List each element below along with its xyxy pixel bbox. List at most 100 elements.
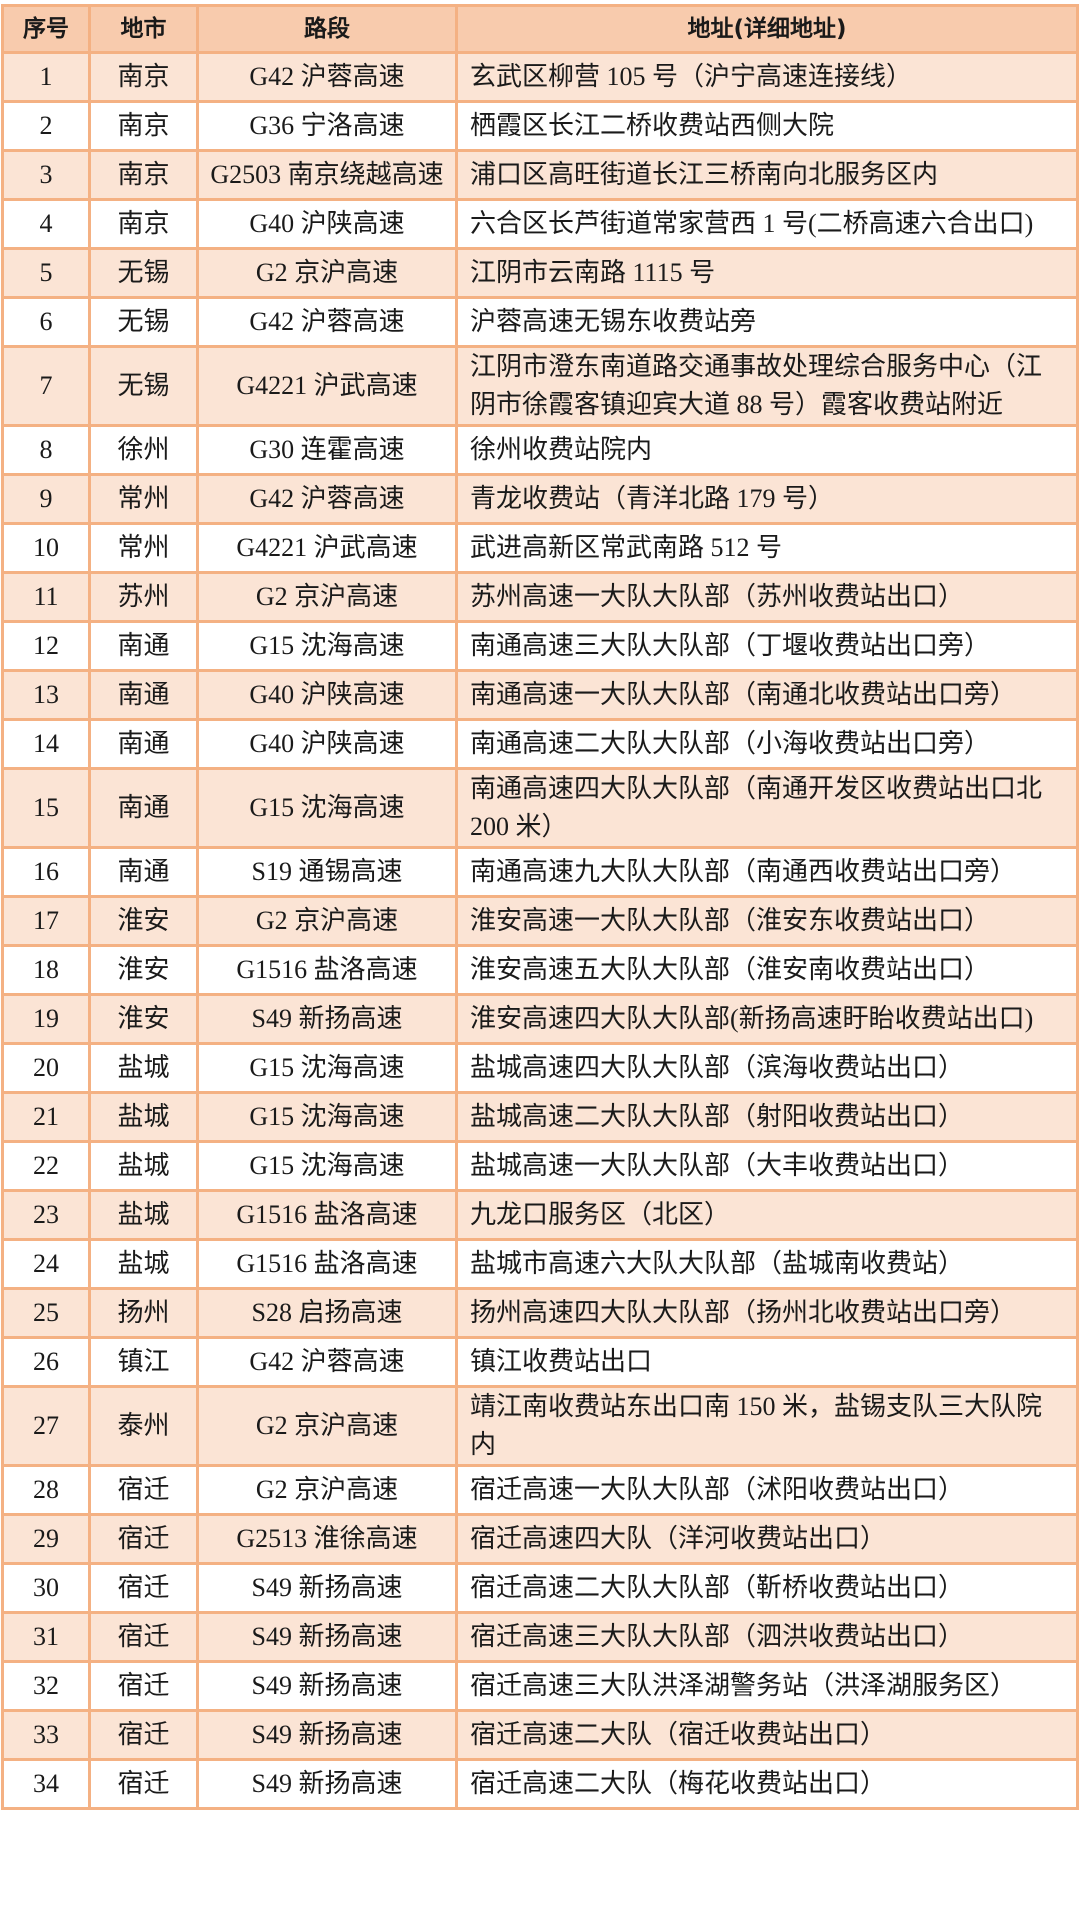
- cell-city: 宿迁: [88, 1758, 199, 1810]
- table-row: 25 扬州 S28 启扬高速 扬州高速四大队大队部（扬州北收费站出口旁）: [1, 1287, 1079, 1339]
- cell-address: 宿迁高速一大队大队部（沭阳收费站出口）: [455, 1464, 1079, 1516]
- cell-road: G4221 沪武高速: [196, 345, 458, 427]
- cell-index: 24: [1, 1238, 91, 1290]
- header-city: 地市: [88, 4, 199, 54]
- header-address: 地址(详细地址): [455, 4, 1079, 54]
- cell-city: 淮安: [88, 895, 199, 947]
- cell-index: 29: [1, 1513, 91, 1565]
- cell-address: 扬州高速四大队大队部（扬州北收费站出口旁）: [455, 1287, 1079, 1339]
- cell-road: G2 京沪高速: [196, 247, 458, 299]
- cell-road: G15 沈海高速: [196, 1140, 458, 1192]
- cell-index: 19: [1, 993, 91, 1045]
- cell-index: 7: [1, 345, 91, 427]
- cell-city: 无锡: [88, 247, 199, 299]
- cell-road: G1516 盐洛高速: [196, 1238, 458, 1290]
- cell-city: 盐城: [88, 1238, 199, 1290]
- cell-address: 苏州高速一大队大队部（苏州收费站出口）: [455, 571, 1079, 623]
- cell-road: S28 启扬高速: [196, 1287, 458, 1339]
- cell-city: 盐城: [88, 1042, 199, 1094]
- table-row: 24 盐城 G1516 盐洛高速 盐城市高速六大队大队部（盐城南收费站）: [1, 1238, 1079, 1290]
- table-row: 15 南通 G15 沈海高速 南通高速四大队大队部（南通开发区收费站出口北 200 米…: [1, 767, 1079, 849]
- cell-index: 2: [1, 100, 91, 152]
- cell-index: 33: [1, 1709, 91, 1761]
- cell-road: G4221 沪武高速: [196, 522, 458, 574]
- cell-address: 淮安高速四大队大队部(新扬高速盱眙收费站出口): [455, 993, 1079, 1045]
- cell-city: 淮安: [88, 993, 199, 1045]
- table-row: 17 淮安 G2 京沪高速 淮安高速一大队大队部（淮安东收费站出口）: [1, 895, 1079, 947]
- cell-road: G15 沈海高速: [196, 1042, 458, 1094]
- cell-road: G2 京沪高速: [196, 571, 458, 623]
- table-row: 8 徐州 G30 连霍高速 徐州收费站院内: [1, 424, 1079, 476]
- cell-city: 南通: [88, 620, 199, 672]
- table-row: 30 宿迁 S49 新扬高速 宿迁高速二大队大队部（靳桥收费站出口）: [1, 1562, 1079, 1614]
- cell-road: S49 新扬高速: [196, 1562, 458, 1614]
- header-road: 路段: [196, 4, 458, 54]
- cell-city: 常州: [88, 522, 199, 574]
- cell-index: 23: [1, 1189, 91, 1241]
- cell-address: 盐城高速二大队大队部（射阳收费站出口）: [455, 1091, 1079, 1143]
- cell-road: G2503 南京绕越高速: [196, 149, 458, 201]
- table-row: 29 宿迁 G2513 淮徐高速 宿迁高速四大队（洋河收费站出口）: [1, 1513, 1079, 1565]
- cell-road: S19 通锡高速: [196, 846, 458, 898]
- cell-address: 盐城市高速六大队大队部（盐城南收费站）: [455, 1238, 1079, 1290]
- table-row: 32 宿迁 S49 新扬高速 宿迁高速三大队洪泽湖警务站（洪泽湖服务区）: [1, 1660, 1079, 1712]
- cell-index: 16: [1, 846, 91, 898]
- cell-index: 6: [1, 296, 91, 348]
- cell-road: G42 沪蓉高速: [196, 51, 458, 103]
- table-row: 5 无锡 G2 京沪高速 江阴市云南路 1115 号: [1, 247, 1079, 299]
- cell-index: 31: [1, 1611, 91, 1663]
- cell-road: G1516 盐洛高速: [196, 1189, 458, 1241]
- cell-road: G36 宁洛高速: [196, 100, 458, 152]
- table-row: 34 宿迁 S49 新扬高速 宿迁高速二大队（梅花收费站出口）: [1, 1758, 1079, 1810]
- cell-address: 宿迁高速三大队大队部（泗洪收费站出口）: [455, 1611, 1079, 1663]
- cell-address: 宿迁高速四大队（洋河收费站出口）: [455, 1513, 1079, 1565]
- cell-index: 25: [1, 1287, 91, 1339]
- cell-address: 沪蓉高速无锡东收费站旁: [455, 296, 1079, 348]
- cell-index: 11: [1, 571, 91, 623]
- cell-city: 南通: [88, 718, 199, 770]
- table-row: 27 泰州 G2 京沪高速 靖江南收费站东出口南 150 米，盐锡支队三大队院内: [1, 1385, 1079, 1467]
- cell-road: G40 沪陕高速: [196, 669, 458, 721]
- cell-index: 30: [1, 1562, 91, 1614]
- table-row: 9 常州 G42 沪蓉高速 青龙收费站（青洋北路 179 号）: [1, 473, 1079, 525]
- cell-city: 南京: [88, 51, 199, 103]
- table-row: 33 宿迁 S49 新扬高速 宿迁高速二大队（宿迁收费站出口）: [1, 1709, 1079, 1761]
- cell-road: S49 新扬高速: [196, 1758, 458, 1810]
- cell-address: 南通高速九大队大队部（南通西收费站出口旁）: [455, 846, 1079, 898]
- cell-address: 玄武区柳营 105 号（沪宁高速连接线）: [455, 51, 1079, 103]
- table-row: 31 宿迁 S49 新扬高速 宿迁高速三大队大队部（泗洪收费站出口）: [1, 1611, 1079, 1663]
- table-row: 1 南京 G42 沪蓉高速 玄武区柳营 105 号（沪宁高速连接线）: [1, 51, 1079, 103]
- header-index: 序号: [1, 4, 91, 54]
- cell-city: 盐城: [88, 1091, 199, 1143]
- cell-address: 青龙收费站（青洋北路 179 号）: [455, 473, 1079, 525]
- cell-road: S49 新扬高速: [196, 1660, 458, 1712]
- cell-address: 南通高速一大队大队部（南通北收费站出口旁）: [455, 669, 1079, 721]
- cell-road: G15 沈海高速: [196, 620, 458, 672]
- cell-road: G15 沈海高速: [196, 1091, 458, 1143]
- cell-city: 苏州: [88, 571, 199, 623]
- cell-address: 宿迁高速二大队（梅花收费站出口）: [455, 1758, 1079, 1810]
- table-row: 23 盐城 G1516 盐洛高速 九龙口服务区（北区）: [1, 1189, 1079, 1241]
- cell-index: 28: [1, 1464, 91, 1516]
- cell-index: 15: [1, 767, 91, 849]
- cell-address: 镇江收费站出口: [455, 1336, 1079, 1388]
- table-header-row: 序号 地市 路段 地址(详细地址): [1, 4, 1079, 54]
- cell-address: 宿迁高速二大队大队部（靳桥收费站出口）: [455, 1562, 1079, 1614]
- cell-address: 南通高速二大队大队部（小海收费站出口旁）: [455, 718, 1079, 770]
- cell-city: 宿迁: [88, 1709, 199, 1761]
- cell-road: G42 沪蓉高速: [196, 1336, 458, 1388]
- cell-index: 26: [1, 1336, 91, 1388]
- cell-index: 18: [1, 944, 91, 996]
- table-row: 2 南京 G36 宁洛高速 栖霞区长江二桥收费站西侧大院: [1, 100, 1079, 152]
- table-row: 26 镇江 G42 沪蓉高速 镇江收费站出口: [1, 1336, 1079, 1388]
- table-row: 12 南通 G15 沈海高速 南通高速三大队大队部（丁堰收费站出口旁）: [1, 620, 1079, 672]
- cell-city: 南京: [88, 198, 199, 250]
- cell-city: 宿迁: [88, 1562, 199, 1614]
- cell-road: S49 新扬高速: [196, 1611, 458, 1663]
- cell-road: G2 京沪高速: [196, 1464, 458, 1516]
- table-row: 13 南通 G40 沪陕高速 南通高速一大队大队部（南通北收费站出口旁）: [1, 669, 1079, 721]
- table-row: 20 盐城 G15 沈海高速 盐城高速四大队大队部（滨海收费站出口）: [1, 1042, 1079, 1094]
- cell-index: 8: [1, 424, 91, 476]
- table-row: 22 盐城 G15 沈海高速 盐城高速一大队大队部（大丰收费站出口）: [1, 1140, 1079, 1192]
- cell-city: 宿迁: [88, 1660, 199, 1712]
